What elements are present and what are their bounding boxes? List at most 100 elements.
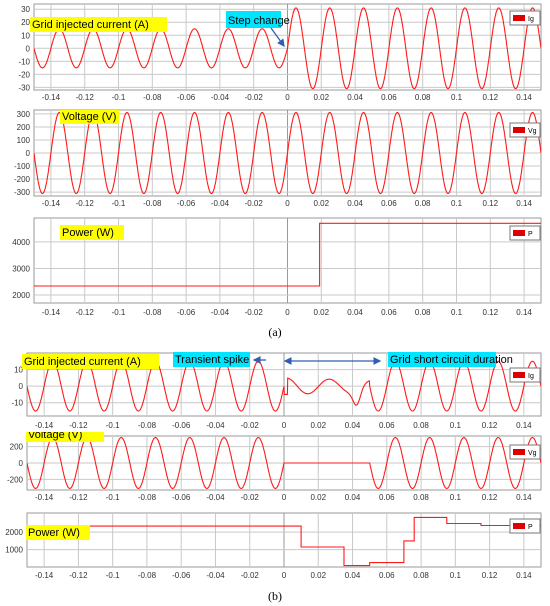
legend-swatch xyxy=(513,15,525,21)
x-tick-label: 0.1 xyxy=(450,571,462,580)
y-tick-label: 2000 xyxy=(5,528,23,537)
series-line-Vg xyxy=(27,437,541,489)
x-tick-label: -0.02 xyxy=(241,571,260,580)
y-tick-label: 20 xyxy=(21,18,30,27)
chart-b-power: -0.14 -0.12 -0.1 -0.08 -0.06 -0.04 -0.02 0 0.02 0… xyxy=(5,512,542,580)
caption-b: (b) xyxy=(268,589,282,603)
signal-label-highlight xyxy=(60,225,124,240)
y-tick-label: -10 xyxy=(11,399,23,408)
x-tick-label: -0.08 xyxy=(138,493,157,502)
chart-b-current: -0.14 -0.12 -0.1 -0.08 -0.06 -0.04 -0.02 0 0.02 0… xyxy=(11,352,542,430)
x-tick-label: -0.1 xyxy=(112,308,126,317)
caption-a: (a) xyxy=(268,325,282,339)
x-tick-label: 0.06 xyxy=(381,199,397,208)
x-tick-label: 0.12 xyxy=(483,93,499,102)
x-tick-label: 0.14 xyxy=(516,199,532,208)
x-tick-label: -0.14 xyxy=(42,308,61,317)
y-tick-label: 0 xyxy=(26,149,31,158)
x-tick-label: 0.12 xyxy=(483,308,499,317)
x-tick-label: 0.06 xyxy=(379,571,395,580)
x-tick-label: -0.04 xyxy=(211,308,230,317)
y-tick-label: 0 xyxy=(19,382,24,391)
x-tick-label: 0 xyxy=(282,421,287,430)
x-tick-label: 0.08 xyxy=(415,93,431,102)
x-tick-label: 0.14 xyxy=(516,571,532,580)
signal-label: Grid injected current (A) xyxy=(24,356,141,368)
x-tick-label: 0.04 xyxy=(347,199,363,208)
chart-a-voltage: -0.14 -0.12 -0.1 -0.08 -0.06 -0.04 -0.02 0 0.02 0… xyxy=(14,109,542,208)
x-tick-label: 0.1 xyxy=(451,308,463,317)
y-tick-label: -300 xyxy=(14,188,31,197)
signal-label: Power (W) xyxy=(28,527,80,539)
x-tick-label: 0.1 xyxy=(450,493,462,502)
signal-label-highlight xyxy=(26,525,90,540)
x-tick-label: -0.06 xyxy=(172,421,191,430)
y-tick-label: 0 xyxy=(19,459,24,468)
x-tick-label: -0.06 xyxy=(177,93,196,102)
y-tick-label: 100 xyxy=(17,136,31,145)
y-tick-label: -200 xyxy=(7,475,24,484)
legend-label: Vg xyxy=(528,128,537,135)
y-tick-label: -30 xyxy=(18,83,30,92)
x-tick-label: 0.12 xyxy=(482,493,498,502)
x-tick-label: 0 xyxy=(285,308,290,317)
x-tick-label: -0.02 xyxy=(245,199,264,208)
legend-label: P xyxy=(528,524,533,531)
annotation-label: Transient spike xyxy=(175,354,249,366)
y-tick-label: 200 xyxy=(17,123,31,132)
x-tick-label: -0.04 xyxy=(211,93,230,102)
x-tick-label: 0.02 xyxy=(310,493,326,502)
x-tick-label: -0.1 xyxy=(112,199,126,208)
x-tick-label: -0.12 xyxy=(76,199,95,208)
x-tick-label: -0.06 xyxy=(172,493,191,502)
figure-a-power-panel: -0.14 -0.12 -0.1 -0.08 -0.06 -0.04 -0.02 0 0.02 0… xyxy=(0,214,550,319)
annotation-label: Step change xyxy=(228,15,290,27)
x-tick-label: 0.06 xyxy=(379,421,395,430)
x-tick-label: 0.02 xyxy=(314,93,330,102)
x-tick-label: -0.08 xyxy=(143,93,162,102)
y-tick-label: -10 xyxy=(18,57,30,66)
signal-label: Grid injected current (A) xyxy=(32,19,149,31)
x-tick-label: 0.04 xyxy=(345,493,361,502)
series-line-P xyxy=(34,222,541,287)
y-tick-label: -200 xyxy=(14,175,31,184)
figure-b-power-panel: -0.14 -0.12 -0.1 -0.08 -0.06 -0.04 -0.02 0 0.02 0… xyxy=(0,509,550,584)
legend-swatch xyxy=(513,372,525,378)
annotation-highlight xyxy=(173,352,250,367)
x-tick-label: 0.14 xyxy=(516,421,532,430)
figure-a-voltage-panel: -0.14 -0.12 -0.1 -0.08 -0.06 -0.04 -0.02 0 0.02 0… xyxy=(0,106,550,208)
x-tick-label: -0.14 xyxy=(35,493,54,502)
x-tick-label: 0.1 xyxy=(451,93,463,102)
x-tick-label: 0.14 xyxy=(516,93,532,102)
x-tick-label: -0.06 xyxy=(172,571,191,580)
x-tick-label: -0.1 xyxy=(106,571,120,580)
x-tick-label: -0.04 xyxy=(206,493,225,502)
x-tick-label: 0 xyxy=(285,93,290,102)
x-tick-label: -0.02 xyxy=(241,493,260,502)
x-tick-label: 0 xyxy=(282,571,287,580)
x-tick-label: 0.12 xyxy=(482,421,498,430)
series-line-Ig xyxy=(27,360,541,412)
signal-label: Power (W) xyxy=(62,227,114,239)
x-tick-label: 0.06 xyxy=(379,493,395,502)
figure-b-voltage-panel: -0.14 -0.12 -0.1 -0.08 -0.06 -0.04 -0.02 0 0.02 0… xyxy=(0,428,550,507)
x-tick-label: -0.02 xyxy=(245,93,264,102)
x-tick-label: -0.04 xyxy=(211,199,230,208)
x-tick-label: -0.14 xyxy=(42,93,61,102)
x-tick-label: -0.1 xyxy=(106,493,120,502)
x-tick-label: 0.04 xyxy=(347,308,363,317)
x-tick-label: 0.08 xyxy=(415,308,431,317)
y-tick-label: 30 xyxy=(21,5,30,14)
x-tick-label: 0.02 xyxy=(314,308,330,317)
series-line-Vg xyxy=(34,111,541,195)
x-tick-label: -0.12 xyxy=(76,93,95,102)
x-tick-label: -0.06 xyxy=(177,308,196,317)
x-tick-label: -0.14 xyxy=(35,421,54,430)
chart-a-current: -0.14 -0.12 -0.1 -0.08 -0.06 -0.04 -0.02 0 0.02 0… xyxy=(18,3,542,102)
x-tick-label: 0.02 xyxy=(310,421,326,430)
y-tick-label: 2000 xyxy=(12,291,30,300)
signal-label: Voltage (V) xyxy=(62,111,116,123)
x-tick-label: 0 xyxy=(282,493,287,502)
signal-label-highlight xyxy=(22,354,159,369)
x-tick-label: 0.06 xyxy=(381,93,397,102)
